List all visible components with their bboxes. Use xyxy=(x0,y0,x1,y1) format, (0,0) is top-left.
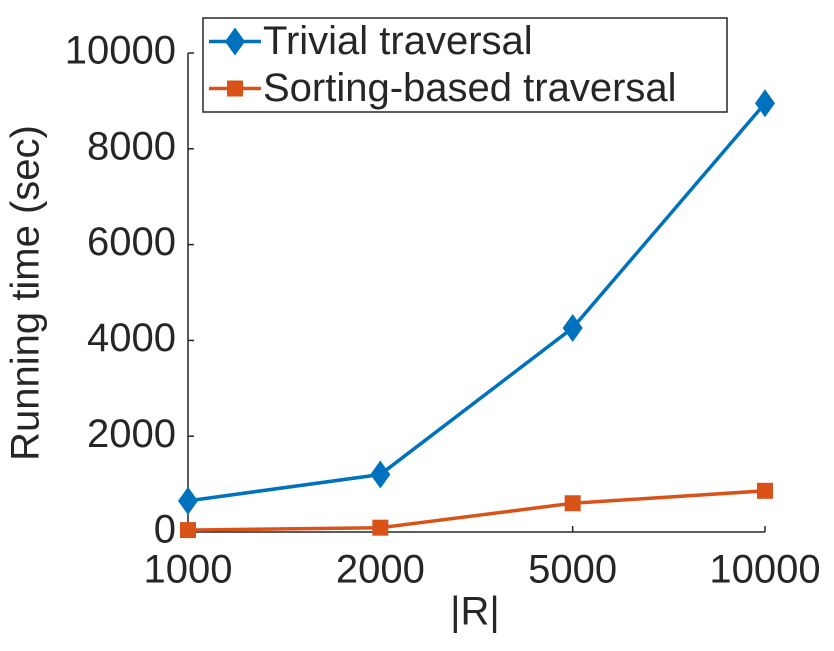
marker xyxy=(372,519,389,536)
marker xyxy=(564,495,581,512)
x-tick-label: 2000 xyxy=(336,548,425,592)
series-line xyxy=(187,489,766,532)
x-tick-label: 5000 xyxy=(528,548,617,592)
legend-box xyxy=(202,17,728,113)
y-tick-label: 8000 xyxy=(87,124,176,168)
x-tick-label: 1000 xyxy=(144,548,233,592)
y-tick-label: 2000 xyxy=(87,412,176,456)
y-tick-label: 10000 xyxy=(65,29,176,73)
marker xyxy=(562,313,583,342)
y-tick-label: 4000 xyxy=(87,316,176,360)
marker xyxy=(225,27,245,56)
y-tick-label: 0 xyxy=(154,508,176,552)
y-tick-label: 6000 xyxy=(87,220,176,264)
series-line xyxy=(187,102,767,503)
x-tick-label: 10000 xyxy=(709,548,820,592)
marker xyxy=(180,522,196,539)
marker xyxy=(227,80,243,97)
marker xyxy=(370,460,391,489)
marker xyxy=(178,486,198,515)
x-axis-label: |R| xyxy=(450,590,500,634)
legend-label: Trivial traversal xyxy=(263,19,533,63)
y-axis-label: Running time (sec) xyxy=(4,125,48,461)
legend-label: Sorting-based traversal xyxy=(263,66,677,110)
marker xyxy=(757,482,773,499)
marker xyxy=(755,89,775,118)
